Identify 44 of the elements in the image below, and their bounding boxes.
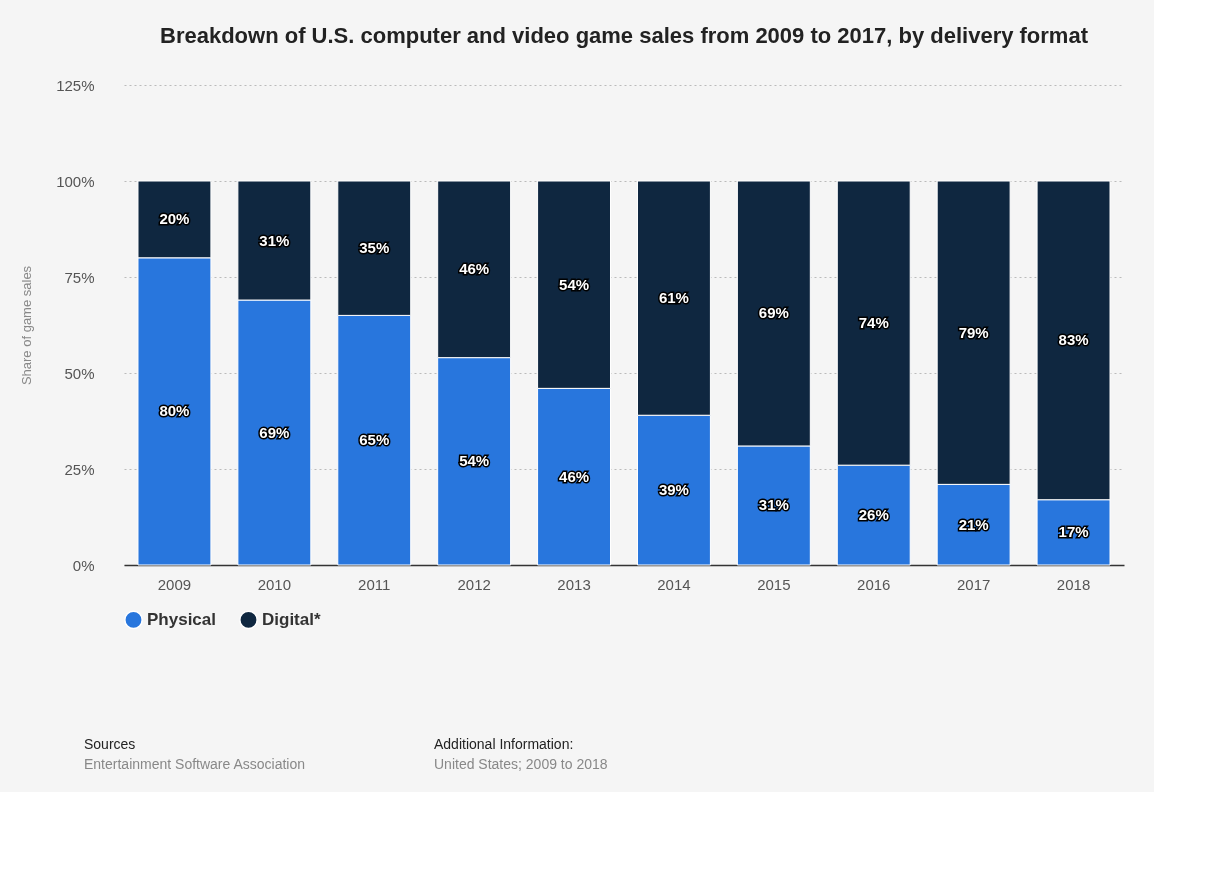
data-label: 54% <box>459 452 490 470</box>
x-tick-label: 2015 <box>757 575 791 593</box>
y-tick-label: 100% <box>56 172 95 190</box>
x-tick-label: 2018 <box>1056 575 1091 593</box>
x-tick-label: 2013 <box>557 575 591 593</box>
x-tick-label: 2017 <box>956 575 991 593</box>
text: United States; 2009 to 2018 <box>434 756 608 772</box>
text: Entertainment Software Association <box>84 756 306 772</box>
x-tick-label: 2016 <box>857 575 891 593</box>
data-label: 79% <box>958 323 989 341</box>
y-tick-label: 75% <box>64 268 95 286</box>
data-label: 69% <box>758 304 789 322</box>
x-tick-label: 2012 <box>457 575 491 593</box>
data-label: 26% <box>858 506 889 524</box>
data-label: 31% <box>758 496 789 514</box>
legend-label: Physical <box>147 609 216 629</box>
data-label: 39% <box>658 481 689 499</box>
data-label: 80% <box>159 402 190 420</box>
text: Sources <box>84 736 136 752</box>
x-tick-label: 2010 <box>257 575 292 593</box>
y-tick-label: 25% <box>64 460 95 478</box>
x-tick-label: 2014 <box>657 575 691 593</box>
data-label: 46% <box>459 260 490 278</box>
data-label: 61% <box>658 289 689 307</box>
y-axis-title: Share of game sales <box>19 265 35 386</box>
text: Additional Information: <box>434 736 574 752</box>
y-tick-label: 0% <box>72 556 95 574</box>
legend-label: Digital* <box>262 609 321 629</box>
data-label: 35% <box>359 239 390 257</box>
x-tick-label: 2009 <box>157 575 192 593</box>
data-label: 21% <box>958 515 989 533</box>
x-tick-label: 2011 <box>358 575 391 593</box>
data-label: 17% <box>1058 523 1089 541</box>
data-label: 31% <box>259 231 290 249</box>
data-label: 54% <box>559 275 590 293</box>
chart-title: Breakdown of U.S. computer and video game sales from 2009 to 2017, by delivery format <box>160 23 1089 48</box>
data-label: 46% <box>559 467 590 485</box>
data-label: 69% <box>259 423 290 441</box>
data-label: 83% <box>1058 331 1089 349</box>
data-label: 20% <box>159 210 190 228</box>
y-tick-label: 50% <box>64 364 95 382</box>
data-label: 74% <box>858 314 889 332</box>
y-tick-label: 125% <box>56 76 95 94</box>
data-label: 65% <box>359 431 390 449</box>
